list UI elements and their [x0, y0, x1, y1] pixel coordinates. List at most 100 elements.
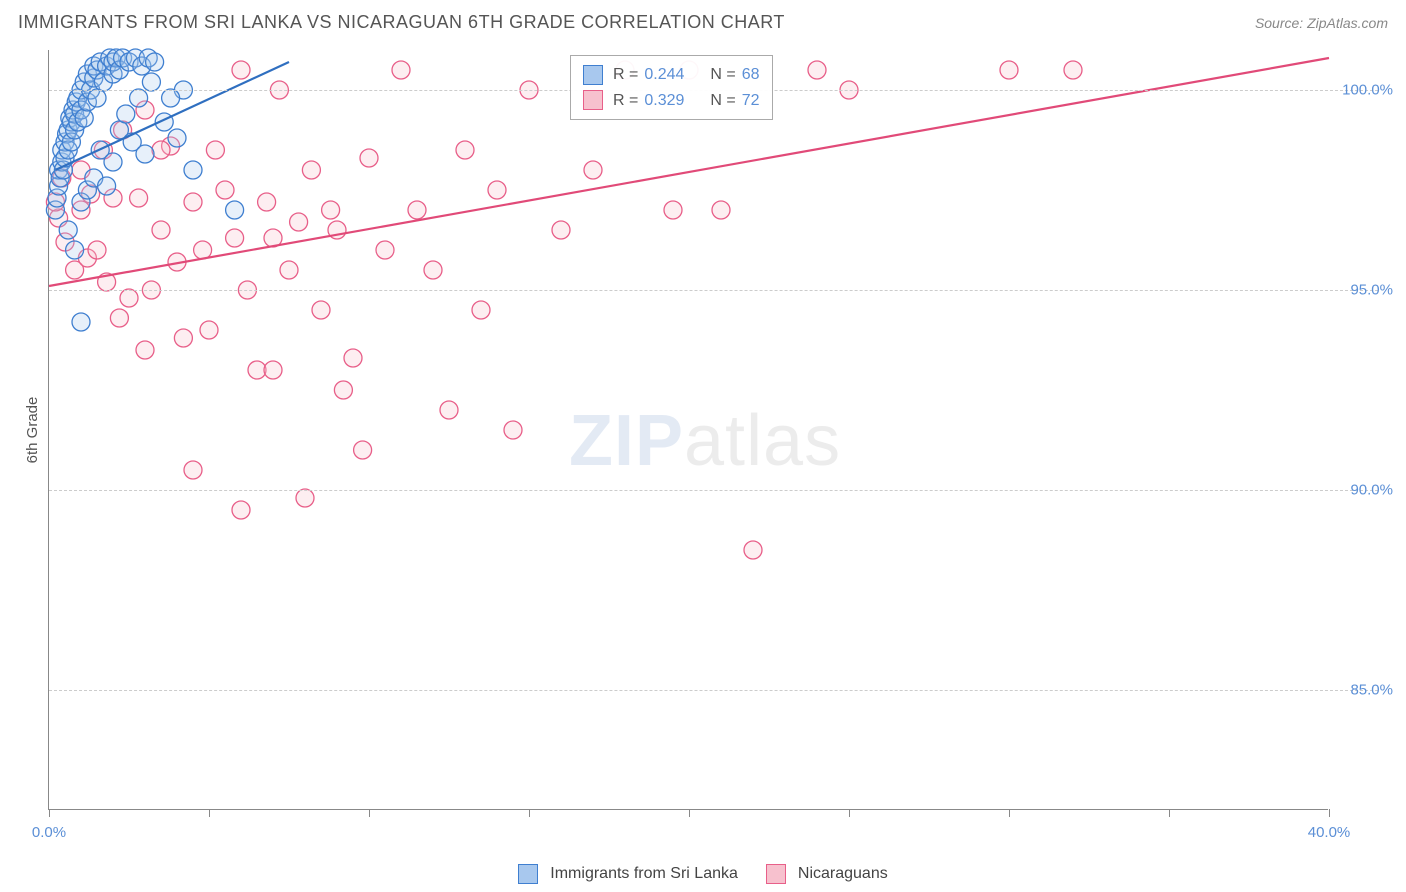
- r-label: R =: [613, 88, 638, 114]
- data-point: [312, 301, 330, 319]
- n-value: 72: [742, 88, 760, 114]
- data-point: [440, 401, 458, 419]
- legend-label: Immigrants from Sri Lanka: [550, 865, 738, 883]
- data-point: [376, 241, 394, 259]
- data-point: [98, 177, 116, 195]
- data-point: [136, 341, 154, 359]
- scatter-chart: [49, 50, 1328, 809]
- source-name: ZipAtlas.com: [1307, 15, 1388, 31]
- legend-row: R = 0.329 N = 72: [583, 88, 760, 114]
- data-point: [142, 73, 160, 91]
- data-point: [360, 149, 378, 167]
- x-tick: [369, 809, 370, 817]
- gridline: [49, 690, 1378, 691]
- y-axis-label: 6th Grade: [24, 397, 41, 464]
- r-value: 0.244: [644, 62, 684, 88]
- data-point: [184, 461, 202, 479]
- data-point: [392, 61, 410, 79]
- data-point: [1064, 61, 1082, 79]
- chart-header: IMMIGRANTS FROM SRI LANKA VS NICARAGUAN …: [18, 12, 1388, 33]
- legend-item: Nicaraguans: [766, 864, 888, 884]
- legend-row: R = 0.244 N = 68: [583, 62, 760, 88]
- data-point: [290, 213, 308, 231]
- data-point: [194, 241, 212, 259]
- source-prefix: Source:: [1255, 15, 1303, 31]
- data-point: [344, 349, 362, 367]
- x-tick: [1009, 809, 1010, 817]
- data-point: [130, 89, 148, 107]
- x-tick: [49, 809, 50, 817]
- data-point: [322, 201, 340, 219]
- data-point: [258, 193, 276, 211]
- legend-swatch: [583, 90, 603, 110]
- data-point: [88, 89, 106, 107]
- gridline: [49, 290, 1378, 291]
- data-point: [206, 141, 224, 159]
- source-attribution: Source: ZipAtlas.com: [1255, 15, 1388, 31]
- y-tick-label: 85.0%: [1350, 682, 1393, 699]
- data-point: [226, 229, 244, 247]
- data-point: [664, 201, 682, 219]
- data-point: [152, 221, 170, 239]
- data-point: [226, 201, 244, 219]
- data-point: [232, 501, 250, 519]
- data-point: [184, 193, 202, 211]
- x-tick: [1169, 809, 1170, 817]
- x-tick: [529, 809, 530, 817]
- legend-item: Immigrants from Sri Lanka: [518, 864, 738, 884]
- plot-area: ZIPatlas 85.0%90.0%95.0%100.0%0.0%40.0%: [48, 50, 1328, 810]
- x-tick-label: 40.0%: [1308, 824, 1351, 841]
- data-point: [216, 181, 234, 199]
- legend-label: Nicaraguans: [798, 865, 888, 883]
- n-label: N =: [710, 62, 735, 88]
- data-point: [354, 441, 372, 459]
- data-point: [152, 141, 170, 159]
- x-tick: [689, 809, 690, 817]
- series-legend: Immigrants from Sri Lanka Nicaraguans: [0, 864, 1406, 884]
- legend-swatch: [766, 864, 786, 884]
- r-value: 0.329: [644, 88, 684, 114]
- data-point: [104, 153, 122, 171]
- x-tick: [1329, 809, 1330, 817]
- data-point: [334, 381, 352, 399]
- legend-swatch: [518, 864, 538, 884]
- r-label: R =: [613, 62, 638, 88]
- data-point: [168, 129, 186, 147]
- y-tick-label: 100.0%: [1342, 82, 1393, 99]
- correlation-legend: R = 0.244 N = 68 R = 0.329 N = 72: [570, 55, 773, 120]
- data-point: [296, 489, 314, 507]
- data-point: [280, 261, 298, 279]
- data-point: [130, 189, 148, 207]
- data-point: [66, 241, 84, 259]
- data-point: [88, 241, 106, 259]
- data-point: [808, 61, 826, 79]
- data-point: [1000, 61, 1018, 79]
- data-point: [59, 221, 77, 239]
- n-label: N =: [710, 88, 735, 114]
- data-point: [584, 161, 602, 179]
- data-point: [488, 181, 506, 199]
- data-point: [504, 421, 522, 439]
- gridline: [49, 490, 1378, 491]
- x-tick: [209, 809, 210, 817]
- data-point: [456, 141, 474, 159]
- y-tick-label: 95.0%: [1350, 282, 1393, 299]
- data-point: [75, 109, 93, 127]
- data-point: [120, 289, 138, 307]
- data-point: [110, 309, 128, 327]
- data-point: [712, 201, 730, 219]
- n-value: 68: [742, 62, 760, 88]
- data-point: [248, 361, 266, 379]
- data-point: [424, 261, 442, 279]
- legend-swatch: [583, 65, 603, 85]
- data-point: [200, 321, 218, 339]
- data-point: [302, 161, 320, 179]
- x-tick-label: 0.0%: [32, 824, 66, 841]
- data-point: [146, 53, 164, 71]
- chart-title: IMMIGRANTS FROM SRI LANKA VS NICARAGUAN …: [18, 12, 785, 33]
- y-tick-label: 90.0%: [1350, 482, 1393, 499]
- data-point: [174, 329, 192, 347]
- x-tick: [849, 809, 850, 817]
- data-point: [72, 313, 90, 331]
- data-point: [408, 201, 426, 219]
